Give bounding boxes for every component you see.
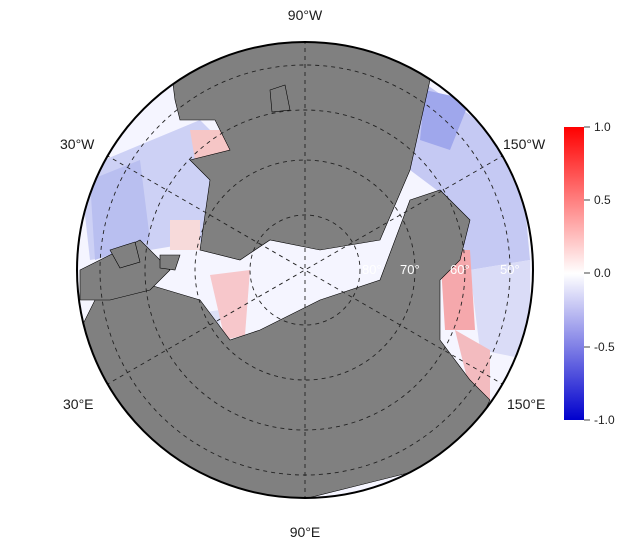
colorbar-tick-label: -1.0	[594, 413, 615, 427]
colorbar: 1.0 0.5 0.0 -0.5 -1.0	[564, 120, 615, 427]
lat-label-50: 50°	[500, 262, 520, 277]
colorbar-tick-label: -0.5	[594, 340, 615, 354]
map-boundary	[76, 41, 534, 499]
land-scandinavia	[79, 239, 171, 301]
lon-label-upper-left: 30°W	[60, 136, 95, 152]
lon-label-bottom: 90°E	[289, 524, 321, 540]
colorbar-tick-label: 0.5	[594, 193, 611, 207]
lat-label-60: 60°	[450, 262, 470, 277]
lon-label-lower-left: 30°E	[63, 396, 94, 412]
lat-label-80: 80°	[362, 262, 382, 277]
land-islands	[109, 84, 291, 271]
lon-label-lower-right: 150°E	[507, 396, 546, 412]
lat-label-70: 70°	[400, 262, 420, 277]
colorbar-tick-label: 1.0	[594, 120, 611, 134]
lon-label-top: 90°W	[287, 7, 323, 23]
colorbar-tick-label: 0.0	[594, 266, 611, 280]
lon-label-upper-right: 150°W	[503, 136, 546, 152]
graticule	[99, 42, 511, 498]
ocean-anomaly-field	[77, 42, 533, 498]
colorbar-ramp	[564, 127, 584, 420]
